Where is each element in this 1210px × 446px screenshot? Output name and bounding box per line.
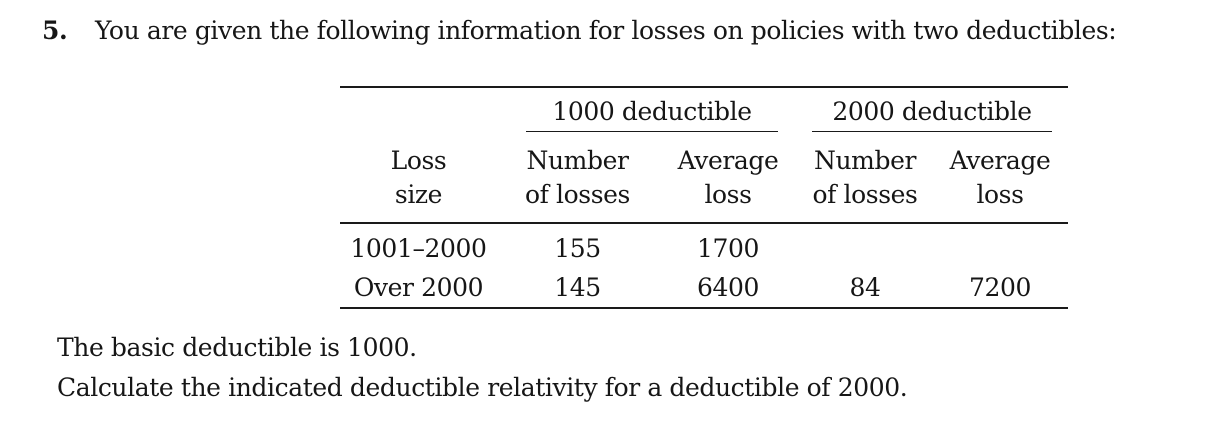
header-loss-size: Loss size [340, 132, 497, 224]
note-calculate-instruction: Calculate the indicated deductible relat… [57, 373, 908, 402]
col-group-2000-label: 2000 deductible [812, 97, 1052, 132]
note-basic-deductible: The basic deductible is 1000. [57, 333, 417, 362]
header-number-line1: Number [813, 146, 917, 175]
col-group-1000-label: 1000 deductible [526, 97, 778, 132]
cell-number-2000: 84 [849, 273, 881, 302]
cell-number-1000: 145 [554, 273, 601, 302]
header-number-line1: Number [526, 146, 629, 175]
cell-average-1000: 1700 [696, 233, 760, 263]
table-header-row: Loss size Number of losses Average loss … [340, 132, 1068, 224]
header-average-line1: Average [677, 146, 779, 175]
cell-average-2000: 7200 [968, 273, 1032, 302]
loss-data-table: 1000 deductible 2000 deductible Loss siz… [340, 86, 1068, 309]
header-average-loss-2000: Average loss [932, 132, 1068, 224]
table-row: Over 2000 145 6400 84 7200 [340, 268, 1068, 308]
problem-number: 5. [42, 16, 68, 45]
header-average-line2: loss [704, 180, 752, 209]
cell-average-1000: 6400 [696, 273, 760, 302]
header-average-line2: loss [976, 180, 1024, 209]
cell-loss-size: Over 2000 [353, 273, 484, 302]
col-group-1000-deductible: 1000 deductible [497, 87, 798, 132]
cell-average-2000 [932, 223, 1068, 268]
cell-number-2000 [798, 223, 932, 268]
col-group-2000-deductible: 2000 deductible [798, 87, 1068, 132]
header-average-line1: Average [949, 146, 1051, 175]
header-number-of-losses-2000: Number of losses [798, 132, 932, 224]
loss-data-table-container: 1000 deductible 2000 deductible Loss siz… [340, 86, 1068, 309]
header-number-line2: of losses [525, 180, 630, 209]
header-loss-size-line2: size [394, 180, 443, 209]
problem-statement: You are given the following information … [95, 16, 1117, 45]
cell-loss-size: 1001–2000 [350, 233, 487, 263]
header-number-of-losses-1000: Number of losses [497, 132, 658, 224]
table-row: 1001–2000 155 1700 [340, 223, 1068, 268]
header-average-loss-1000: Average loss [658, 132, 798, 224]
cell-number-1000: 155 [554, 233, 601, 263]
table-spanner-row: 1000 deductible 2000 deductible [340, 87, 1068, 132]
header-number-line2: of losses [812, 180, 918, 209]
spanner-empty-cell [340, 87, 497, 132]
header-loss-size-line1: Loss [390, 146, 447, 175]
